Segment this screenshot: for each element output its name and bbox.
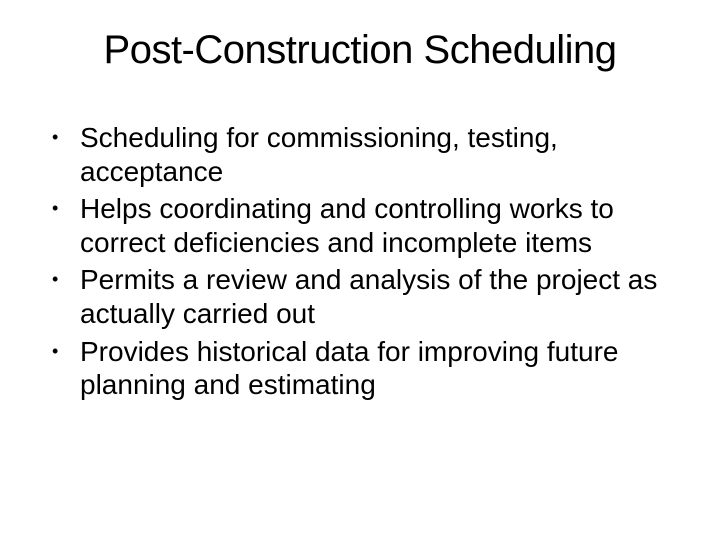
list-item: • Permits a review and analysis of the p…	[52, 263, 680, 330]
bullet-text: Provides historical data for improving f…	[80, 335, 680, 402]
list-item: • Scheduling for commissioning, testing,…	[52, 121, 680, 188]
bullet-icon: •	[52, 335, 80, 363]
bullet-icon: •	[52, 263, 80, 291]
bullet-icon: •	[52, 192, 80, 220]
bullet-text: Scheduling for commissioning, testing, a…	[80, 121, 680, 188]
bullet-list: • Scheduling for commissioning, testing,…	[40, 121, 680, 402]
bullet-text: Permits a review and analysis of the pro…	[80, 263, 680, 330]
bullet-text: Helps coordinating and controlling works…	[80, 192, 680, 259]
bullet-icon: •	[52, 121, 80, 149]
list-item: • Provides historical data for improving…	[52, 335, 680, 402]
slide-title: Post-Construction Scheduling	[40, 28, 680, 73]
list-item: • Helps coordinating and controlling wor…	[52, 192, 680, 259]
